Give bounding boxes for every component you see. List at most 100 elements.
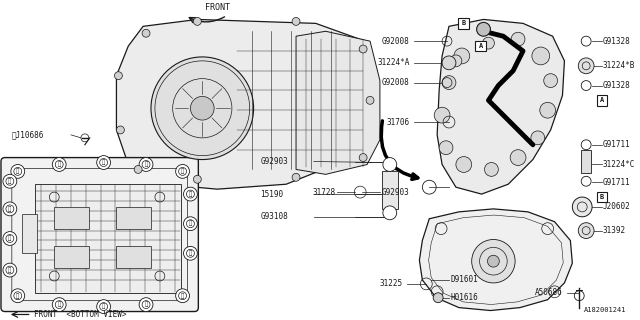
- Circle shape: [3, 174, 17, 188]
- Circle shape: [544, 74, 557, 87]
- Text: ①J10686: ①J10686: [12, 130, 44, 140]
- Text: 31224*B: 31224*B: [603, 61, 636, 70]
- Circle shape: [572, 197, 592, 217]
- FancyBboxPatch shape: [12, 168, 188, 301]
- Circle shape: [540, 102, 556, 118]
- Circle shape: [184, 246, 197, 260]
- Text: FRONT  <BOTTOM VIEW>: FRONT <BOTTOM VIEW>: [33, 310, 126, 319]
- Text: G91711: G91711: [603, 178, 630, 187]
- Circle shape: [477, 22, 490, 36]
- Circle shape: [175, 289, 189, 303]
- Circle shape: [433, 293, 443, 303]
- FancyBboxPatch shape: [1, 157, 198, 312]
- Text: ①: ①: [189, 191, 192, 197]
- Circle shape: [193, 175, 202, 183]
- Text: G92903: G92903: [260, 157, 288, 166]
- Circle shape: [97, 300, 111, 314]
- Text: 31224*C: 31224*C: [603, 160, 636, 169]
- Text: ①: ①: [8, 236, 12, 241]
- Text: 31728: 31728: [312, 188, 335, 196]
- Bar: [35, 184, 180, 293]
- Bar: [596, 192, 607, 203]
- Circle shape: [439, 141, 453, 155]
- Text: A50686: A50686: [535, 288, 563, 297]
- Circle shape: [456, 156, 472, 172]
- Text: G92903: G92903: [382, 188, 410, 196]
- Circle shape: [11, 289, 25, 303]
- Text: ①: ①: [8, 267, 12, 273]
- Text: ①: ①: [102, 160, 105, 165]
- Text: J20602: J20602: [603, 203, 630, 212]
- Circle shape: [450, 55, 462, 67]
- Circle shape: [383, 157, 397, 172]
- Circle shape: [383, 206, 397, 220]
- Text: FRONT: FRONT: [205, 3, 230, 12]
- Text: G91328: G91328: [603, 81, 630, 90]
- Text: G91328: G91328: [603, 36, 630, 46]
- Text: 31706: 31706: [387, 117, 410, 126]
- Text: ①: ①: [181, 293, 184, 299]
- Circle shape: [472, 239, 515, 283]
- Circle shape: [191, 96, 214, 120]
- Bar: [458, 18, 469, 29]
- Text: ①: ①: [181, 169, 184, 174]
- Text: D91601: D91601: [451, 276, 479, 284]
- Polygon shape: [296, 31, 380, 174]
- Polygon shape: [419, 209, 572, 310]
- Circle shape: [510, 150, 526, 165]
- Circle shape: [139, 157, 153, 172]
- Circle shape: [532, 47, 550, 65]
- Text: ①: ①: [145, 302, 148, 308]
- Text: G91711: G91711: [603, 140, 630, 149]
- Circle shape: [52, 298, 66, 312]
- Circle shape: [442, 76, 456, 90]
- Circle shape: [579, 58, 594, 74]
- Text: ①: ①: [58, 302, 61, 308]
- Text: ①: ①: [102, 304, 105, 309]
- Bar: [382, 172, 397, 209]
- Circle shape: [184, 217, 197, 231]
- Circle shape: [3, 202, 17, 216]
- Circle shape: [193, 18, 202, 25]
- Bar: [116, 207, 151, 228]
- Text: ①: ①: [189, 251, 192, 256]
- Text: H01616: H01616: [451, 293, 479, 302]
- Bar: [581, 150, 591, 173]
- Circle shape: [52, 157, 66, 172]
- Circle shape: [292, 173, 300, 181]
- Circle shape: [292, 18, 300, 25]
- Circle shape: [366, 96, 374, 104]
- Text: ①: ①: [8, 206, 12, 212]
- Bar: [475, 41, 486, 52]
- Bar: [22, 214, 36, 253]
- Circle shape: [175, 164, 189, 178]
- Circle shape: [483, 37, 494, 49]
- Bar: [54, 207, 89, 228]
- Text: 31392: 31392: [603, 226, 626, 235]
- Text: A182001241: A182001241: [584, 307, 627, 313]
- Text: A: A: [600, 97, 604, 103]
- Circle shape: [579, 223, 594, 238]
- Text: ①: ①: [145, 162, 148, 167]
- Circle shape: [115, 72, 122, 80]
- Text: ①: ①: [58, 162, 61, 167]
- Circle shape: [3, 263, 17, 277]
- Text: ①: ①: [16, 169, 19, 174]
- Circle shape: [359, 45, 367, 53]
- Circle shape: [511, 32, 525, 46]
- Circle shape: [116, 126, 124, 134]
- Text: 31224*A: 31224*A: [377, 58, 410, 67]
- Bar: [54, 246, 89, 268]
- Circle shape: [11, 164, 25, 178]
- Circle shape: [488, 255, 499, 267]
- Text: 15190: 15190: [260, 189, 284, 199]
- Text: G92008: G92008: [382, 78, 410, 87]
- Circle shape: [142, 29, 150, 37]
- Circle shape: [134, 165, 142, 173]
- Circle shape: [97, 156, 111, 169]
- Circle shape: [442, 56, 456, 70]
- Circle shape: [359, 154, 367, 162]
- Circle shape: [3, 232, 17, 245]
- Text: B: B: [600, 194, 604, 200]
- Circle shape: [454, 48, 470, 64]
